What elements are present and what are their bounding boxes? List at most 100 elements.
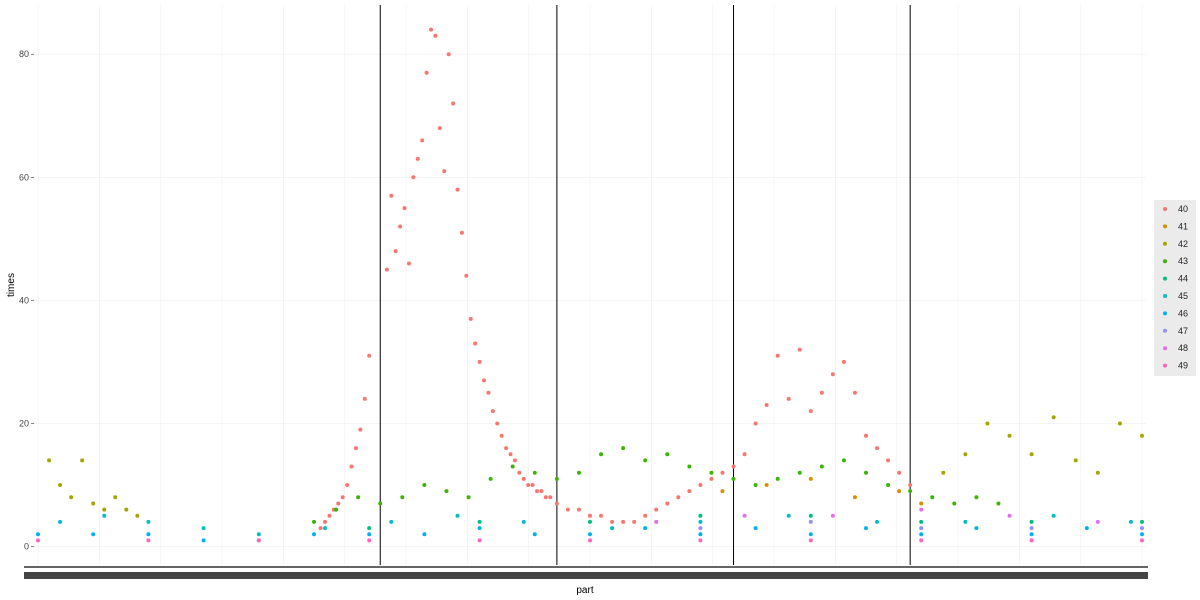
data-point-49 <box>367 538 372 543</box>
data-point-46 <box>477 526 482 531</box>
data-point-41 <box>764 483 769 487</box>
data-point-40 <box>451 101 456 106</box>
data-point-44 <box>588 519 592 524</box>
data-point-43 <box>356 495 361 500</box>
data-point-46 <box>643 526 648 531</box>
data-point-40 <box>499 433 504 438</box>
data-point-46 <box>532 532 537 537</box>
data-point-48 <box>1095 519 1100 524</box>
data-point-42 <box>1095 470 1100 475</box>
data-point-40 <box>340 495 345 500</box>
data-point-40 <box>411 175 416 180</box>
data-point-40 <box>437 126 442 131</box>
legend-key-48 <box>1163 346 1167 351</box>
data-point-43 <box>974 495 979 500</box>
data-point-49 <box>588 538 592 543</box>
data-point-40 <box>398 224 403 229</box>
data-point-45 <box>875 519 880 524</box>
data-point-40 <box>473 341 478 346</box>
data-point-40 <box>402 206 407 211</box>
data-point-49 <box>1140 538 1144 543</box>
data-point-42 <box>113 495 118 500</box>
data-point-45 <box>323 526 328 531</box>
data-point-40 <box>442 169 447 174</box>
data-point-40 <box>486 390 491 395</box>
data-point-49 <box>698 538 703 543</box>
legend-label-47: 47 <box>1178 326 1188 336</box>
data-point-40 <box>599 513 604 518</box>
data-point-40 <box>406 261 411 266</box>
data-point-43 <box>797 470 802 475</box>
legend-key-40 <box>1163 207 1167 211</box>
data-point-45 <box>610 526 615 531</box>
data-point-41 <box>808 476 813 481</box>
data-point-46 <box>1084 526 1089 531</box>
data-point-40 <box>786 396 791 401</box>
data-point-42 <box>941 470 946 475</box>
data-point-43 <box>400 495 405 500</box>
data-point-42 <box>58 483 63 487</box>
data-point-43 <box>996 501 1001 506</box>
data-point-47 <box>808 519 813 524</box>
data-point-45 <box>256 532 261 537</box>
data-point-43 <box>775 476 780 481</box>
data-point-48 <box>830 513 835 518</box>
x-tick-labels-overplotted <box>24 572 1148 579</box>
data-point-46 <box>974 526 979 531</box>
data-point-40 <box>576 507 581 512</box>
data-point-40 <box>508 452 513 457</box>
data-point-45 <box>1128 519 1133 524</box>
data-point-43 <box>687 464 692 469</box>
legend-label-44: 44 <box>1178 274 1188 284</box>
data-point-49 <box>477 538 482 543</box>
data-point-40 <box>526 483 531 487</box>
data-point-40 <box>415 156 420 161</box>
data-point-46 <box>698 532 703 537</box>
data-point-41 <box>852 495 857 500</box>
data-point-46 <box>1140 532 1144 537</box>
data-point-40 <box>676 495 681 500</box>
vertical-reference-lines <box>379 5 911 565</box>
legend-key-49 <box>1163 363 1167 368</box>
data-point-43 <box>731 476 736 481</box>
data-point-40 <box>512 458 517 463</box>
y-tick-label: 20 <box>19 418 29 428</box>
data-point-43 <box>378 501 383 506</box>
data-point-40 <box>698 483 703 487</box>
data-point-43 <box>930 495 935 500</box>
data-point-40 <box>393 249 398 254</box>
legend-label-49: 49 <box>1178 361 1188 371</box>
data-point-43 <box>532 470 537 475</box>
data-point-41 <box>919 501 924 506</box>
data-point-46 <box>753 526 758 531</box>
data-point-49 <box>256 538 261 543</box>
data-point-45 <box>521 519 526 524</box>
data-point-40 <box>621 519 626 524</box>
data-point-40 <box>420 138 425 143</box>
data-point-40 <box>336 501 341 506</box>
data-point-40 <box>539 489 544 494</box>
y-tick-label: 40 <box>19 295 29 305</box>
legend-key-46 <box>1163 311 1167 316</box>
data-point-40 <box>353 446 358 451</box>
data-point-43 <box>466 495 471 500</box>
legend-label-48: 48 <box>1178 343 1188 353</box>
data-point-46 <box>1029 532 1034 537</box>
data-point-42 <box>135 513 140 518</box>
data-point-43 <box>488 476 493 481</box>
data-point-40 <box>665 501 670 506</box>
data-point-43 <box>665 452 670 457</box>
data-point-44 <box>367 526 372 531</box>
data-point-44 <box>698 513 703 518</box>
data-point-42 <box>1029 452 1034 457</box>
data-point-43 <box>709 470 714 475</box>
data-point-49 <box>36 538 40 543</box>
data-point-43 <box>312 519 316 524</box>
data-point-40 <box>482 378 487 383</box>
data-point-40 <box>709 476 714 481</box>
legend-key-45 <box>1163 294 1167 298</box>
data-point-43 <box>576 470 581 475</box>
data-point-40 <box>852 390 857 395</box>
data-point-40 <box>535 489 540 494</box>
